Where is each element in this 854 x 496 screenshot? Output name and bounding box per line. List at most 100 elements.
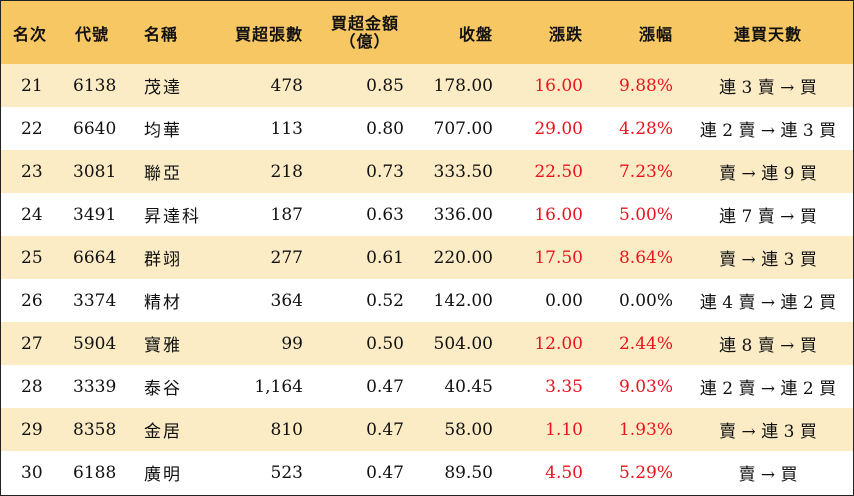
cell-rank: 22 xyxy=(21,118,43,139)
table-row: 29 8358 金居 810 0.47 58.00 1.10 1.93% 賣 → 連 3 買 xyxy=(1,408,853,451)
cell-pct: 2.44% xyxy=(618,333,673,354)
cell-change: 22.50 xyxy=(534,161,583,182)
cell-streak: 連 2 賣 → 連 3 買 xyxy=(699,121,837,141)
cell-change: 16.00 xyxy=(534,75,583,96)
table-row: 23 3081 聯亞 218 0.73 333.50 22.50 7.23% 賣 → 連 9 買 xyxy=(1,150,853,193)
cell-streak: 連 7 賣 → 買 xyxy=(719,207,817,227)
header-net-amount-line1: 買超金額 xyxy=(330,13,399,33)
cell-net-amount: 0.50 xyxy=(366,333,404,354)
cell-pct: 7.23% xyxy=(618,161,673,182)
header-net-amount-line2: （億） xyxy=(339,31,391,51)
cell-pct: 1.93% xyxy=(618,419,673,440)
table-row: 26 3374 精材 364 0.52 142.00 0.00 0.00% 連 4 賣 → 連 … xyxy=(1,279,853,322)
cell-pct: 5.29% xyxy=(618,462,673,483)
cell-net-amount: 0.61 xyxy=(366,247,404,268)
cell-streak: 連 8 賣 → 買 xyxy=(719,336,817,356)
cell-code: 3081 xyxy=(73,161,117,182)
cell-change: 0.00 xyxy=(545,290,583,311)
table-row: 24 3491 昇達科 187 0.63 336.00 16.00 5.00% 連 7 賣 → … xyxy=(1,193,853,236)
cell-streak: 連 4 賣 → 連 2 買 xyxy=(699,293,837,313)
cell-net-amount: 0.47 xyxy=(366,462,404,483)
cell-pct: 9.88% xyxy=(618,75,673,96)
cell-rank: 21 xyxy=(21,75,43,96)
cell-net-lots: 523 xyxy=(270,462,303,483)
cell-change: 1.10 xyxy=(545,419,583,440)
cell-name: 茂達 xyxy=(144,78,182,98)
cell-net-lots: 1,164 xyxy=(254,376,303,397)
cell-net-amount: 0.47 xyxy=(366,419,404,440)
cell-net-amount: 0.80 xyxy=(366,118,404,139)
cell-name: 寶雅 xyxy=(144,336,182,356)
header-streak: 連買天數 xyxy=(733,24,802,44)
cell-name: 精材 xyxy=(144,293,182,313)
cell-streak: 賣 → 連 3 買 xyxy=(719,422,817,442)
cell-pct: 5.00% xyxy=(618,204,673,225)
cell-change: 3.35 xyxy=(545,376,583,397)
cell-pct: 8.64% xyxy=(618,247,673,268)
cell-rank: 27 xyxy=(21,333,43,354)
header-pct: 漲幅 xyxy=(638,24,673,44)
cell-net-amount: 0.85 xyxy=(366,75,404,96)
cell-name: 泰谷 xyxy=(144,379,182,399)
cell-close: 58.00 xyxy=(444,419,493,440)
cell-net-lots: 218 xyxy=(270,161,303,182)
cell-streak: 賣 → 連 3 買 xyxy=(719,250,817,270)
cell-rank: 24 xyxy=(21,204,43,225)
cell-rank: 25 xyxy=(21,247,43,268)
cell-code: 6188 xyxy=(73,462,117,483)
header-code: 代號 xyxy=(75,24,110,44)
cell-change: 16.00 xyxy=(534,204,583,225)
cell-pct: 4.28% xyxy=(618,118,673,139)
cell-net-lots: 277 xyxy=(270,247,303,268)
cell-net-lots: 478 xyxy=(270,75,303,96)
cell-change: 4.50 xyxy=(545,462,583,483)
cell-rank: 30 xyxy=(21,462,43,483)
header-change: 漲跌 xyxy=(548,24,583,44)
cell-code: 5904 xyxy=(73,333,117,354)
cell-rank: 23 xyxy=(21,161,43,182)
header-rank: 名次 xyxy=(13,24,48,44)
cell-net-amount: 0.47 xyxy=(366,376,404,397)
cell-close: 40.45 xyxy=(444,376,493,397)
table-row: 30 6188 廣明 523 0.47 89.50 4.50 5.29% 賣 → 買 xyxy=(1,451,853,494)
cell-net-lots: 364 xyxy=(270,290,303,311)
cell-change: 17.50 xyxy=(534,247,583,268)
cell-net-lots: 99 xyxy=(281,333,303,354)
table-row: 21 6138 茂達 478 0.85 178.00 16.00 9.88% 連 3 賣 → 買 xyxy=(1,64,853,107)
cell-change: 29.00 xyxy=(534,118,583,139)
header-net-lots: 買超張數 xyxy=(234,24,303,44)
table-row: 22 6640 均華 113 0.80 707.00 29.00 4.28% 連 2 賣 → 連… xyxy=(1,107,853,150)
cell-close: 178.00 xyxy=(433,75,493,96)
cell-code: 3339 xyxy=(73,376,117,397)
cell-close: 142.00 xyxy=(433,290,493,311)
cell-close: 89.50 xyxy=(444,462,493,483)
cell-net-amount: 0.52 xyxy=(366,290,404,311)
cell-pct: 9.03% xyxy=(618,376,673,397)
cell-close: 336.00 xyxy=(433,204,493,225)
cell-close: 504.00 xyxy=(433,333,493,354)
cell-name: 均華 xyxy=(144,121,182,141)
cell-streak: 賣 → 連 9 買 xyxy=(719,164,817,184)
table-row: 25 6664 群翊 277 0.61 220.00 17.50 8.64% 賣 → 連 3 買 xyxy=(1,236,853,279)
table-row: 28 3339 泰谷 1,164 0.47 40.45 3.35 9.03% 連 2 賣 → 連… xyxy=(1,365,853,408)
cell-pct: 0.00% xyxy=(618,290,673,311)
cell-code: 6640 xyxy=(73,118,117,139)
cell-net-lots: 187 xyxy=(270,204,303,225)
cell-net-lots: 113 xyxy=(270,118,303,139)
cell-net-amount: 0.73 xyxy=(366,161,404,182)
cell-name: 聯亞 xyxy=(144,164,182,184)
cell-name: 金居 xyxy=(144,422,182,442)
cell-change: 12.00 xyxy=(534,333,583,354)
cell-code: 3374 xyxy=(73,290,117,311)
cell-rank: 26 xyxy=(21,290,43,311)
cell-name: 群翊 xyxy=(144,250,182,270)
cell-close: 333.50 xyxy=(433,161,493,182)
cell-code: 6138 xyxy=(73,75,117,96)
header-close: 收盤 xyxy=(458,24,493,44)
cell-streak: 連 2 賣 → 連 2 買 xyxy=(699,379,837,399)
cell-name: 昇達科 xyxy=(144,207,201,227)
cell-rank: 29 xyxy=(21,419,43,440)
cell-streak: 賣 → 買 xyxy=(738,465,798,485)
table-header: 名次 代號 名稱 買超張數 買超金額 （億） 收盤 漲跌 漲幅 連買天數 xyxy=(1,1,853,64)
